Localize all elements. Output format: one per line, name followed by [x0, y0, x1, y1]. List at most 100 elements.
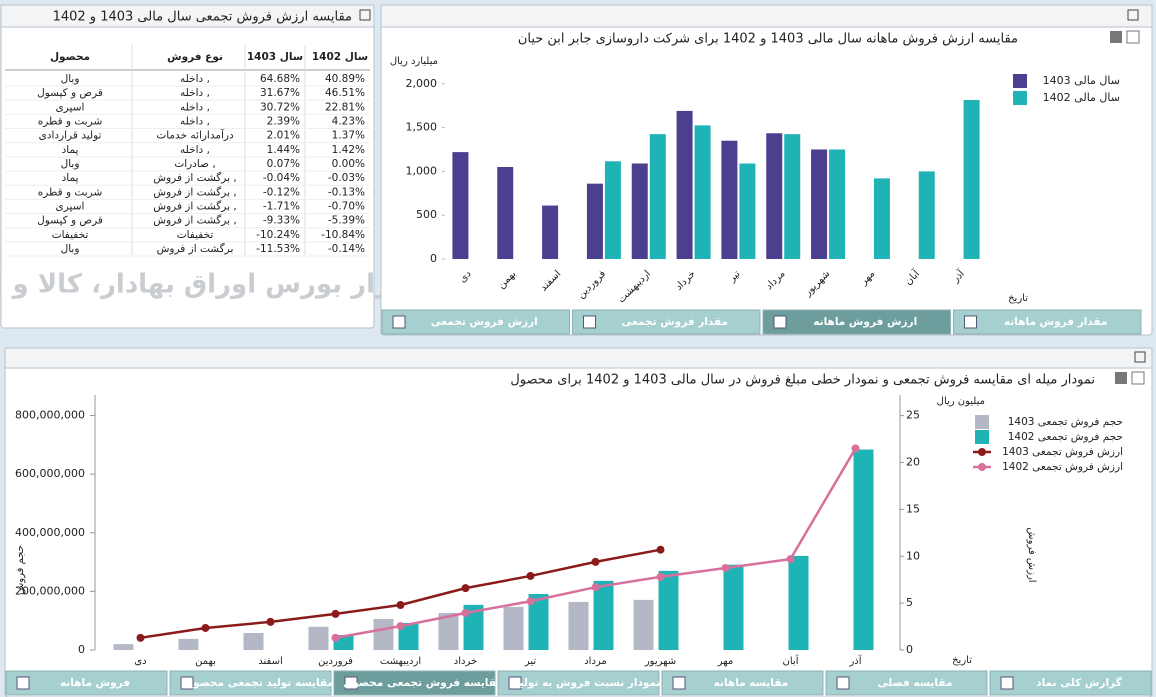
- table-cell: -0.70%: [328, 201, 365, 213]
- tab-label[interactable]: مقایسه فروش تجمعی محصول: [343, 677, 503, 689]
- y2-tick-label: 5: [906, 596, 913, 609]
- print-icon[interactable]: [1110, 31, 1122, 43]
- tab[interactable]: [953, 309, 1142, 335]
- chart-title: نمودار میله ای مقایسه فروش تجمعی و نمودا…: [510, 373, 1095, 388]
- legend-label: سال مالی 1402: [1043, 91, 1120, 104]
- tab-icon[interactable]: [16, 676, 30, 690]
- table-cell: 1.44%: [267, 144, 300, 156]
- chart-title: مقایسه ارزش فروش ماهانه سال مالی 1403 و …: [518, 32, 1018, 47]
- table-cell: 1.37%: [332, 130, 365, 142]
- table-cell: برگشت از فروش ,: [153, 185, 236, 198]
- legend-label: ارزش فروش تجمعی 1403: [1002, 446, 1123, 458]
- y-tick-label: 600,000,000: [15, 467, 85, 480]
- tab[interactable]: [381, 309, 570, 335]
- legend-label: سال مالی 1403: [1043, 74, 1120, 87]
- x-tick-label: اردیبهشت: [380, 656, 421, 667]
- tab-label[interactable]: مقایسه فصلی: [878, 677, 953, 689]
- bar: [631, 163, 648, 259]
- y-tick-label: 400,000,000: [15, 526, 85, 539]
- bar: [113, 644, 134, 650]
- tab[interactable]: [169, 670, 332, 696]
- tab[interactable]: [825, 670, 988, 696]
- point: [591, 583, 600, 592]
- tab-icon[interactable]: [1000, 676, 1014, 690]
- table-cell: اسپری: [56, 201, 85, 213]
- bar: [243, 633, 264, 650]
- tab-icon[interactable]: [508, 676, 522, 690]
- tab-label[interactable]: ارزش فروش تجمعی: [431, 316, 538, 328]
- table-cell: برگشت از فروش: [157, 242, 234, 255]
- bar: [676, 110, 693, 259]
- tab[interactable]: [5, 670, 168, 696]
- y2-axis-unit: میلیون ریال: [937, 396, 985, 407]
- y-tick-label: 800,000,000: [15, 409, 85, 422]
- panel-header: [0, 4, 375, 28]
- x-tick-label: دی: [134, 656, 146, 667]
- tab[interactable]: [661, 670, 824, 696]
- tab[interactable]: [762, 309, 951, 335]
- tab[interactable]: [333, 670, 496, 696]
- tab-label[interactable]: مقایسه ماهانه: [714, 677, 789, 689]
- x-tick-label: مهر: [717, 656, 733, 667]
- bar: [542, 205, 559, 259]
- table-cell: برگشت از فروش ,: [153, 214, 236, 227]
- tab-label[interactable]: مقایسه تولید تجمعی محصول: [184, 677, 334, 689]
- tab[interactable]: [989, 670, 1152, 696]
- table-cell: 4.23%: [332, 116, 365, 128]
- table-cell: درآمدارائه خدمات: [156, 129, 234, 142]
- bar: [452, 152, 469, 259]
- maximize-icon[interactable]: [1134, 351, 1146, 363]
- point: [786, 555, 795, 564]
- table-cell: -0.12%: [263, 186, 300, 198]
- table-cell: وبال: [61, 158, 80, 170]
- point: [461, 584, 470, 593]
- maximize-icon[interactable]: [359, 9, 371, 21]
- print-icon[interactable]: [1115, 372, 1127, 384]
- table-cell: 40.89%: [325, 73, 365, 85]
- tab-icon[interactable]: [392, 315, 406, 329]
- legend-label: حجم فروش تجمعی 1403: [1008, 416, 1123, 428]
- bar: [766, 133, 783, 259]
- y-axis-label: میلیارد ریال: [390, 56, 438, 67]
- bar: [784, 134, 801, 259]
- y-tick-label: 0: [78, 643, 85, 656]
- tab-label[interactable]: ارزش فروش ماهانه: [813, 316, 917, 328]
- x-tick-label: اسفند: [258, 656, 282, 667]
- table-cell: -0.13%: [328, 186, 365, 198]
- panel-title: مقایسه ارزش فروش تجمعی سال مالی 1403 و 1…: [53, 10, 352, 25]
- y-axis-label: حجم فروش: [15, 545, 26, 595]
- bar: [829, 149, 846, 259]
- point: [851, 444, 860, 453]
- tab[interactable]: [497, 670, 660, 696]
- tab-label[interactable]: نمودار نسبت فروش به تولید: [514, 677, 661, 689]
- tab-icon[interactable]: [344, 676, 358, 690]
- bar: [398, 623, 419, 650]
- tab-icon[interactable]: [583, 315, 596, 329]
- table-cell: داخله ,: [180, 101, 210, 113]
- point: [656, 545, 665, 554]
- point: [721, 563, 730, 572]
- export-icon[interactable]: [1131, 371, 1145, 385]
- table-cell: 2.01%: [267, 130, 300, 142]
- tab-icon[interactable]: [672, 676, 686, 690]
- table-cell: صادرات ,: [174, 158, 215, 170]
- tab-icon[interactable]: [773, 315, 787, 329]
- export-icon[interactable]: [1126, 30, 1140, 44]
- tab[interactable]: [572, 309, 761, 335]
- tab-label[interactable]: مقدار فروش تجمعی: [621, 316, 728, 328]
- tab-label[interactable]: گزارش کلی نماد: [1036, 676, 1122, 689]
- tab-icon[interactable]: [964, 315, 977, 329]
- table-cell: اسپری: [56, 101, 85, 113]
- tab-icon[interactable]: [180, 676, 194, 690]
- legend-swatch: [975, 415, 989, 429]
- point: [656, 572, 665, 581]
- table-cell: قرص و کپسول: [37, 87, 103, 99]
- tab-icon[interactable]: [836, 676, 850, 690]
- maximize-icon[interactable]: [1127, 9, 1139, 21]
- legend-swatch: [1013, 91, 1027, 105]
- table-cell: وبال: [61, 243, 80, 255]
- tab-label[interactable]: فروش ماهانه: [60, 677, 130, 689]
- bar: [658, 570, 679, 650]
- x-tick-label: خرداد: [454, 656, 477, 667]
- tab-label[interactable]: مقدار فروش ماهانه: [1004, 316, 1107, 328]
